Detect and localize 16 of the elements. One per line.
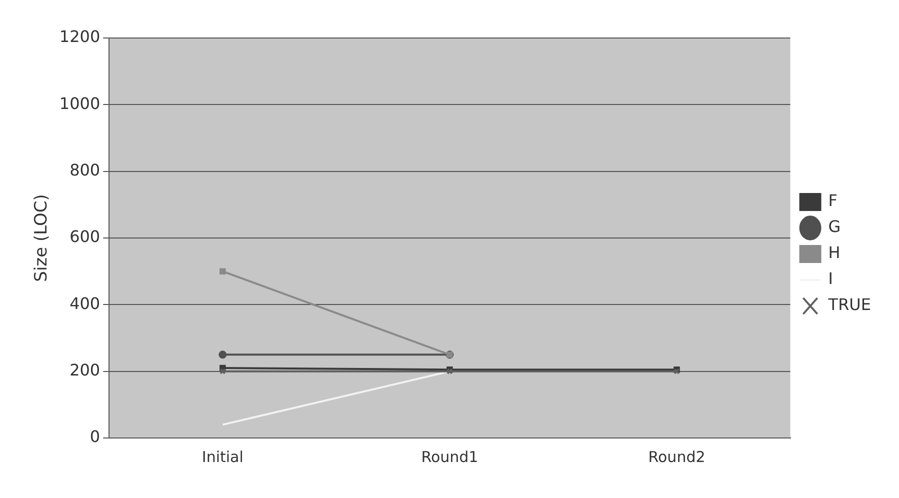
x-tick-label: Round1	[421, 448, 478, 466]
legend-label: TRUE	[827, 295, 872, 314]
y-tick-label: 600	[70, 227, 100, 246]
legend-label: F	[828, 191, 838, 210]
legend-label: I	[828, 269, 834, 288]
x-tick-label: Initial	[202, 448, 244, 466]
y-tick-label: 1000	[59, 94, 100, 113]
y-tick-label: 200	[70, 360, 100, 380]
legend-label: G	[828, 217, 841, 236]
x-tick-label: Round2	[648, 448, 706, 466]
y-tick-label: 800	[70, 160, 100, 180]
y-axis-title: Size (LOC)	[32, 194, 52, 282]
y-tick-label: 400	[70, 294, 100, 313]
y-tick-label: 1200	[59, 27, 100, 46]
legend-label: H	[828, 243, 840, 262]
y-tick-label: 0	[90, 427, 100, 446]
